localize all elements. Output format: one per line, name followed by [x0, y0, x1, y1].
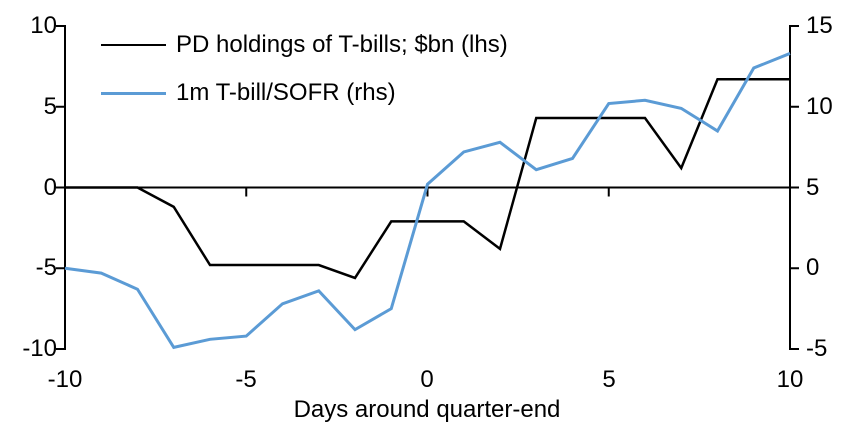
- left-axis-tick-label: -10: [22, 335, 57, 362]
- x-axis-title: Days around quarter-end: [293, 396, 561, 423]
- legend-item-sofr: 1m T-bill/SOFR (rhs): [101, 79, 396, 107]
- x-axis-tick-label: 0: [420, 366, 434, 393]
- right-axis-tick-label: 15: [806, 12, 833, 39]
- legend-line-swatch-black: [101, 43, 166, 47]
- x-axis-tick-label: -5: [235, 366, 257, 393]
- x-axis-tick-label: 10: [776, 366, 804, 393]
- left-axis-tick-label: 5: [43, 93, 57, 120]
- series-line-tbill-sofr: [64, 52, 791, 350]
- x-axis-tick-label: 5: [602, 366, 616, 393]
- series-line-pd-holdings: [65, 78, 790, 280]
- right-axis-tick-label: 10: [806, 93, 833, 120]
- right-axis-tick-label: 5: [806, 174, 820, 201]
- right-axis-tick-label: -5: [806, 335, 828, 362]
- x-axis-tick-label: -10: [47, 366, 83, 393]
- left-axis-tick-label: -5: [35, 254, 57, 281]
- legend-label: PD holdings of T-bills; $bn (lhs): [176, 31, 508, 58]
- legend-line-swatch-blue: [101, 91, 166, 95]
- left-axis-tick-label: 10: [30, 12, 57, 39]
- left-axis-tick-label: 0: [43, 174, 57, 201]
- legend-label: 1m T-bill/SOFR (rhs): [176, 79, 396, 106]
- right-axis-tick-label: 0: [806, 254, 820, 281]
- legend-item-pd-holdings: PD holdings of T-bills; $bn (lhs): [101, 31, 508, 59]
